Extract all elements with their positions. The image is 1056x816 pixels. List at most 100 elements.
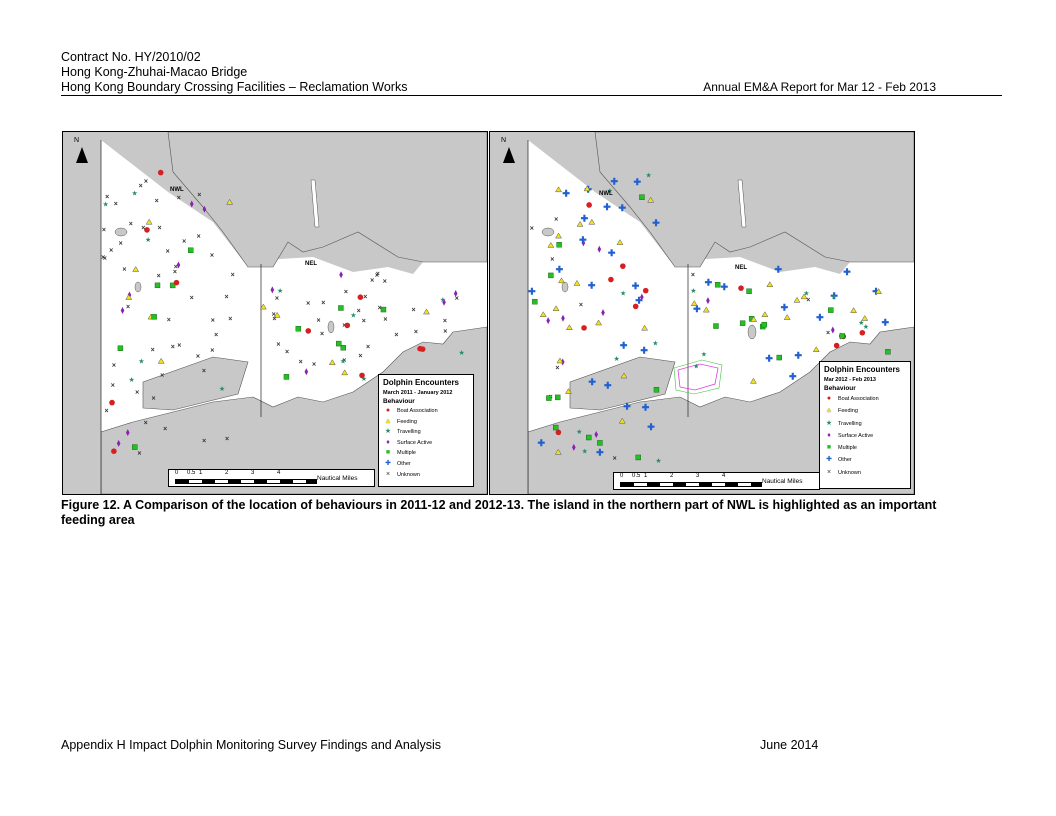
sighting-marker: ★ xyxy=(655,457,661,465)
sighting-marker: × xyxy=(197,233,201,240)
sighting-marker: ★ xyxy=(620,290,626,298)
sighting-marker: ★ xyxy=(277,287,283,295)
sighting-marker: ✚ xyxy=(632,281,640,291)
sighting-marker: ✚ xyxy=(604,381,612,391)
sighting-marker xyxy=(554,448,562,455)
sighting-marker: × xyxy=(155,198,159,205)
sighting-marker xyxy=(875,288,883,294)
sighting-marker: ✚ xyxy=(640,345,648,355)
sighting-marker xyxy=(169,282,176,289)
sighting-marker: ✚ xyxy=(581,214,589,224)
scale-tick-label: 3 xyxy=(696,473,700,479)
legend-label: Surface Active xyxy=(397,439,433,446)
sighting-marker: × xyxy=(101,255,105,262)
sighting-marker: × xyxy=(202,438,206,445)
lantau-island xyxy=(527,326,914,494)
contract-number: Contract No. HY/2010/02 xyxy=(61,50,201,64)
sighting-marker: ✚ xyxy=(843,267,851,277)
sighting-marker xyxy=(620,263,626,269)
sighting-marker xyxy=(116,439,121,447)
north-arrow-icon xyxy=(76,147,88,163)
sighting-marker xyxy=(344,322,351,329)
sighting-marker: ✚ xyxy=(816,312,824,322)
legend-title: Dolphin Encounters xyxy=(383,378,459,387)
legend-title: Dolphin Encounters xyxy=(824,365,900,374)
legend-label: Boat Association xyxy=(838,396,879,402)
sighting-marker: ✚ xyxy=(588,377,596,387)
project-name: Hong Kong-Zhuhai-Macao Bridge xyxy=(61,65,248,79)
sighting-marker xyxy=(620,372,628,379)
sighting-marker: × xyxy=(579,302,583,309)
sighting-marker xyxy=(749,377,757,384)
sighting-marker xyxy=(783,314,791,320)
sighting-marker xyxy=(157,169,164,176)
legend-row: ▲ Feeding xyxy=(824,405,906,417)
sighting-marker xyxy=(632,303,639,310)
sighting-marker xyxy=(125,294,133,300)
legend-row: ■ Multiple xyxy=(383,448,469,459)
sighting-marker: × xyxy=(358,353,362,360)
sighting-marker xyxy=(800,293,808,300)
sighting-marker: ★ xyxy=(458,349,464,357)
sighting-marker xyxy=(555,232,562,239)
sighting-marker xyxy=(338,305,344,311)
sighting-marker xyxy=(145,218,153,225)
sighting-marker: × xyxy=(272,316,276,323)
sighting-marker xyxy=(635,454,641,461)
legend-symbol-icon: ● xyxy=(826,395,832,402)
sighting-marker: ★ xyxy=(138,358,144,366)
sighting-marker xyxy=(442,298,446,306)
legend-row: ✚ Other xyxy=(383,459,469,470)
sighting-marker xyxy=(572,443,576,451)
sighting-marker xyxy=(154,282,161,289)
sighting-marker: × xyxy=(103,256,107,263)
sighting-marker: × xyxy=(375,272,379,279)
sighting-marker: × xyxy=(276,342,280,349)
legend-label: Surface Active xyxy=(838,432,874,439)
legend-row: × Unknown xyxy=(824,467,906,479)
legend-symbol-icon: ✚ xyxy=(826,456,832,464)
sighting-marker: ★ xyxy=(576,428,582,436)
figure-caption: Figure 12. A Comparison of the location … xyxy=(61,498,937,527)
legend-label: Unknown xyxy=(838,469,861,476)
sighting-marker xyxy=(546,317,550,325)
sighting-marker: × xyxy=(231,272,235,279)
label-nel: NEL xyxy=(305,261,317,267)
sighting-marker: ✚ xyxy=(720,282,728,292)
survey-boundary xyxy=(527,140,689,494)
sighting-marker: × xyxy=(455,296,459,303)
scale-tick-label: 4 xyxy=(722,473,726,479)
sighting-marker: × xyxy=(306,300,310,307)
sighting-marker: × xyxy=(555,365,559,372)
sighting-marker: ★ xyxy=(652,340,658,348)
sighting-marker xyxy=(565,324,573,331)
sighting-marker: × xyxy=(135,389,139,396)
sighting-marker xyxy=(357,294,364,300)
legend-row: × Unknown xyxy=(383,470,469,481)
scale-unit: Nautical Miles xyxy=(317,475,358,482)
sighting-marker xyxy=(861,314,869,321)
legend-period: March 2011 - January 2012 xyxy=(383,390,453,396)
scale-tick-label: 1 xyxy=(199,470,203,476)
sighting-marker: × xyxy=(166,248,170,255)
sighting-marker: × xyxy=(211,317,215,324)
legend-row: ★ Travelling xyxy=(824,418,906,430)
footer-date: June 2014 xyxy=(760,738,819,752)
sighting-marker: ★ xyxy=(219,385,225,393)
sighting-marker xyxy=(750,316,758,322)
sighting-marker xyxy=(586,434,592,441)
scale-tick-label: 0 xyxy=(620,473,624,479)
scale-tick-label: 3 xyxy=(251,470,255,476)
sighting-marker xyxy=(555,429,562,436)
legend-period: Mar 2012 - Feb 2013 xyxy=(824,377,876,383)
sighting-marker: × xyxy=(202,368,206,375)
sighting-marker: × xyxy=(196,353,200,360)
sighting-marker xyxy=(556,242,562,248)
sighting-marker xyxy=(706,297,710,305)
sighting-marker: × xyxy=(443,318,447,325)
sighting-marker: ✚ xyxy=(610,176,618,186)
sighting-marker: × xyxy=(342,357,346,364)
sighting-marker xyxy=(380,306,387,313)
sighting-marker xyxy=(336,340,342,347)
sighting-marker: × xyxy=(550,257,554,264)
